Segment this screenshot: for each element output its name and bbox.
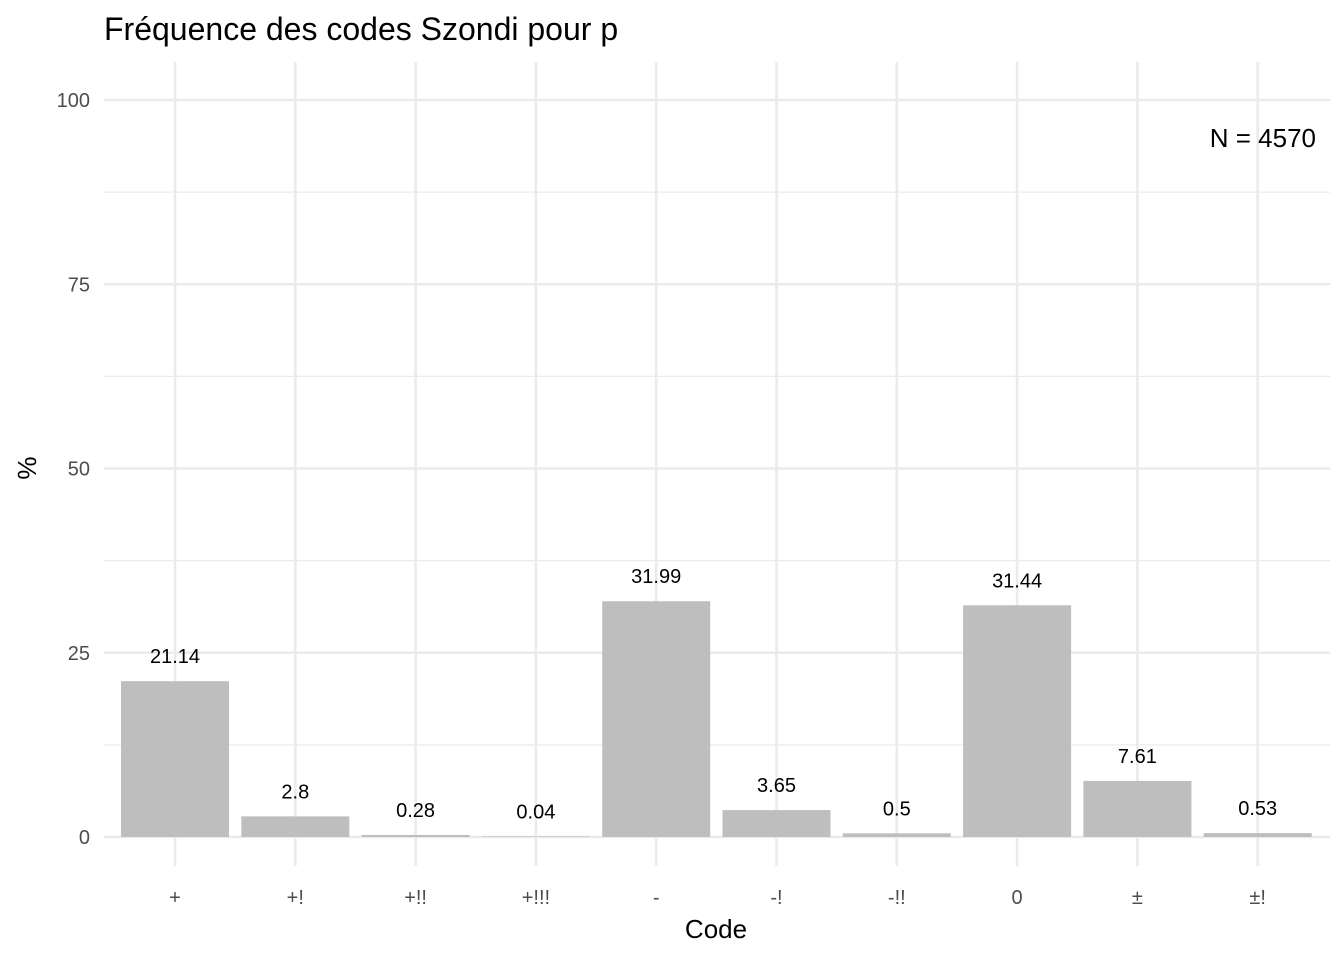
- data-label: 0.53: [1238, 798, 1277, 820]
- x-tick-label: ±: [1132, 887, 1143, 909]
- y-tick-label: 50: [68, 459, 90, 481]
- bar-+!!: [361, 834, 470, 837]
- data-label: 21.14: [150, 646, 200, 668]
- bar-+: [121, 681, 229, 837]
- bars: [121, 601, 1312, 837]
- x-tick-label: +!!!: [522, 887, 550, 909]
- y-axis-label: %: [12, 456, 42, 479]
- x-axis-label: Code: [685, 914, 747, 944]
- bar-±: [1083, 780, 1192, 837]
- bar-+!: [241, 816, 350, 837]
- x-tick-label: +: [169, 887, 181, 909]
- bar--!: [722, 810, 831, 837]
- x-tick-label: -!!: [888, 887, 906, 909]
- data-label: 31.44: [992, 570, 1042, 592]
- x-tick-label: -!: [770, 887, 782, 909]
- data-label: 0.04: [516, 802, 555, 824]
- data-label: 7.61: [1118, 746, 1157, 768]
- y-tick-label: 100: [57, 90, 90, 112]
- bar--: [602, 601, 711, 837]
- data-label: 0.5: [883, 798, 911, 820]
- x-tick-label: +!!: [404, 887, 427, 909]
- data-label: 31.99: [631, 566, 681, 588]
- bar--!!: [842, 833, 951, 837]
- x-tick-label: 0: [1012, 887, 1023, 909]
- data-labels: 21.14 2.8 0.28 0.04 31.99 3.65 0.5 31.44 7.61 0.5…: [150, 566, 1277, 823]
- sample-size-annotation: N = 4570: [1210, 123, 1316, 153]
- x-axis-ticks: + +! +!! +!!! - -! -!! 0 ± ±!: [169, 887, 1266, 909]
- bar-±!: [1203, 833, 1312, 837]
- bar-0: [963, 605, 1072, 837]
- x-tick-label: -: [653, 887, 660, 909]
- y-tick-label: 75: [68, 274, 90, 296]
- data-label: 3.65: [757, 775, 796, 797]
- x-tick-label: ±!: [1249, 887, 1266, 909]
- y-axis-ticks: 0 25 50 75 100: [57, 90, 90, 849]
- bar-+!!!: [481, 836, 590, 837]
- data-label: 2.8: [281, 781, 309, 803]
- y-tick-label: 25: [68, 643, 90, 665]
- y-tick-label: 0: [79, 827, 90, 849]
- data-label: 0.28: [396, 800, 435, 822]
- x-tick-label: +!: [287, 887, 304, 909]
- chart-title: Fréquence des codes Szondi pour p: [104, 11, 618, 47]
